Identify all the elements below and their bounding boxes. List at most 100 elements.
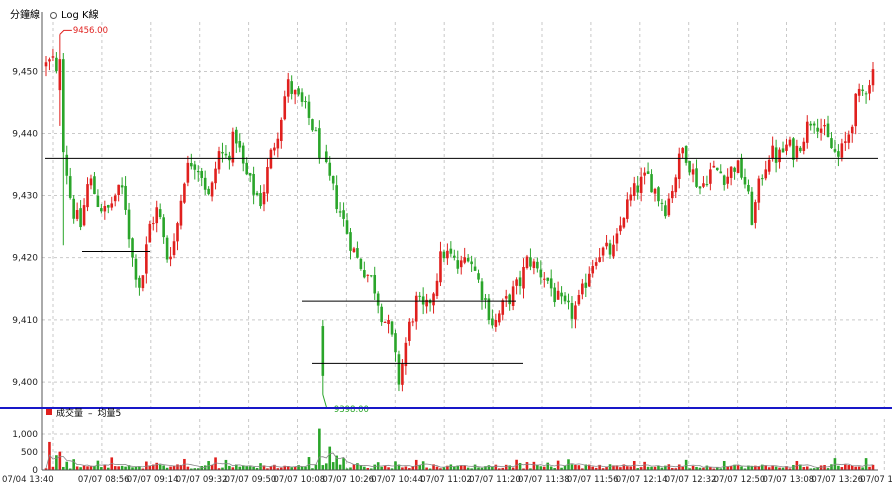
candle-up — [151, 223, 155, 225]
volume-bar — [390, 468, 394, 470]
candle-up — [425, 299, 428, 307]
candle-down — [127, 209, 131, 240]
candle-up — [771, 145, 774, 159]
volume-bar — [93, 466, 96, 470]
volume-bar — [518, 462, 522, 470]
volume-bar — [442, 467, 446, 470]
candle-up — [674, 177, 678, 193]
candle-down — [760, 178, 764, 180]
candle-down — [224, 153, 228, 156]
candle-down — [190, 162, 193, 167]
volume-bar — [172, 465, 176, 470]
volume-bar — [529, 468, 532, 470]
candle-up — [709, 169, 712, 184]
candle-up — [712, 165, 716, 168]
candle-up — [736, 160, 740, 173]
volume-bar — [677, 464, 681, 470]
candle-up — [459, 260, 463, 268]
volume-bar — [691, 465, 695, 470]
volume-bar — [228, 465, 231, 470]
volume-bar — [369, 468, 373, 470]
volume-bar — [425, 467, 428, 470]
volume-bar — [570, 464, 574, 470]
candle-down — [93, 176, 96, 195]
scale-label[interactable]: Log K線 — [61, 10, 99, 21]
volume-bar — [75, 466, 79, 470]
candle-down — [864, 93, 868, 95]
candle-up — [605, 242, 608, 247]
candle-up — [691, 169, 695, 175]
volume-bar — [636, 468, 640, 470]
volume-bar — [615, 465, 619, 470]
volume-bar — [124, 466, 127, 470]
volume-bar — [587, 464, 591, 470]
candle-up — [44, 62, 48, 67]
volume-bar — [432, 464, 435, 470]
volume-bar — [366, 468, 370, 470]
candle-down — [300, 92, 304, 102]
candle-down — [124, 185, 127, 210]
volume-bar — [850, 465, 854, 470]
volume-bar — [373, 464, 377, 470]
candle-down — [134, 258, 138, 280]
settings-gear-icon[interactable] — [50, 12, 57, 19]
volume-bar — [805, 466, 809, 470]
candle-up — [542, 278, 546, 280]
candle-down — [650, 174, 653, 193]
volume-bar — [55, 455, 58, 470]
volume-bar — [643, 461, 646, 470]
high-annotation-leader — [59, 29, 72, 35]
candle-up — [840, 143, 844, 158]
volume-bar — [297, 465, 300, 470]
candle-down — [688, 160, 691, 173]
candle-down — [311, 119, 314, 131]
candle-up — [764, 169, 768, 179]
candle-up — [639, 176, 643, 193]
x-tick-label: 07/07 10:08 — [274, 475, 326, 485]
candle-down — [345, 220, 349, 234]
candle-down — [826, 123, 830, 137]
volume-bar — [823, 465, 826, 470]
volume-bar — [653, 466, 657, 470]
volume-bar — [788, 468, 792, 470]
volume-bar — [404, 466, 408, 470]
candle-up — [525, 256, 529, 269]
candle-up — [266, 167, 269, 194]
candle-down — [342, 210, 345, 219]
candle-down — [359, 258, 363, 269]
candle-up — [577, 295, 581, 305]
volume-bar — [435, 466, 439, 470]
candle-up — [667, 198, 671, 216]
candle-down — [196, 170, 200, 173]
candle-down — [245, 162, 248, 175]
candle-down — [304, 101, 307, 103]
candle-down — [553, 287, 556, 303]
candle-up — [214, 168, 217, 184]
volume-bar — [51, 466, 55, 470]
volume-bar — [459, 465, 463, 470]
volume-bar — [830, 464, 833, 470]
volume-bar — [733, 464, 736, 470]
chart-header: 分鐘線 Log K線 — [10, 10, 99, 22]
candle-down — [747, 184, 750, 192]
candle-down — [290, 81, 293, 94]
candle-up — [619, 225, 622, 232]
candle-up — [819, 128, 823, 133]
volume-bar — [314, 464, 318, 470]
candle-up — [857, 88, 861, 96]
volume-bar — [279, 467, 283, 470]
period-label[interactable]: 分鐘線 — [10, 10, 40, 21]
candle-down — [861, 89, 864, 92]
volume-bar — [148, 465, 152, 470]
candle-down — [546, 277, 550, 281]
candle-down — [715, 167, 719, 171]
candle-down — [259, 193, 262, 207]
candle-down — [684, 145, 688, 163]
candle-down — [363, 270, 366, 278]
volume-bar — [453, 466, 456, 470]
candle-down — [390, 321, 394, 335]
candle-up — [435, 280, 439, 296]
volume-bar — [622, 464, 626, 470]
volume-bar — [563, 465, 567, 470]
x-tick-label: 07/07 13:4 — [860, 475, 892, 485]
